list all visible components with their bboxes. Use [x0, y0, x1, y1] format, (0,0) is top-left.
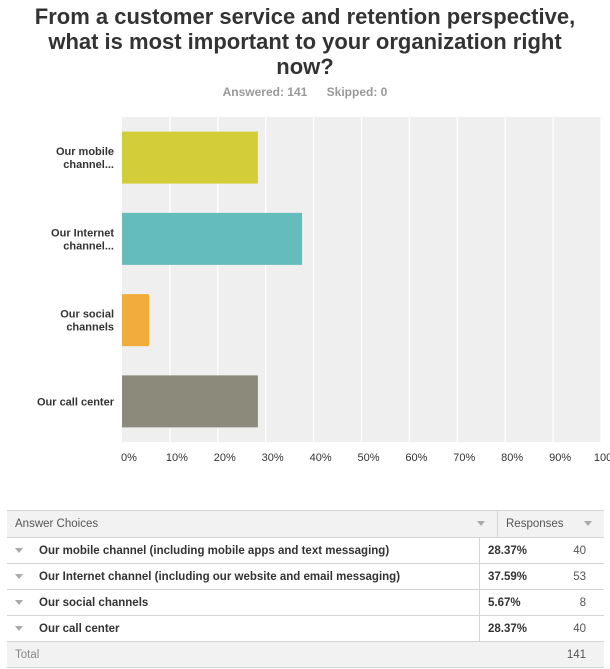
- answer-choice: Our call center: [7, 616, 479, 641]
- answer-choice-label: Our Internet channel (including our webs…: [39, 570, 401, 583]
- response-count: 40: [573, 544, 586, 557]
- x-tick-label: 100%: [594, 452, 610, 464]
- answer-choice: Our mobile channel (including mobile app…: [7, 538, 479, 563]
- category-label: Our mobile: [56, 146, 114, 158]
- x-tick-label: 30%: [262, 452, 284, 464]
- response-percent: 28.37%: [479, 538, 546, 563]
- sort-caret-icon[interactable]: [477, 521, 485, 526]
- response-percent: 37.59%: [479, 564, 546, 589]
- answer-choice-label: Our social channels: [39, 596, 149, 609]
- category-label: Our Internet: [51, 227, 114, 239]
- table-header: Answer Choices Responses: [7, 511, 604, 538]
- answered-count: Answered: 141: [222, 85, 308, 99]
- x-tick-label: 40%: [310, 452, 332, 464]
- response-count: 8: [579, 596, 586, 609]
- bar: [122, 375, 258, 428]
- total-label: Total: [15, 648, 40, 661]
- answer-choices-header[interactable]: Answer Choices: [7, 511, 497, 537]
- response-count: 40: [573, 622, 586, 635]
- answer-choice-label: Our mobile channel (including mobile app…: [39, 544, 390, 557]
- expand-caret-icon[interactable]: [15, 600, 23, 605]
- expand-caret-icon[interactable]: [15, 548, 23, 553]
- skipped-count: Skipped: 0: [326, 85, 388, 99]
- answer-choice-label: Our call center: [39, 622, 120, 635]
- x-tick-label: 80%: [501, 452, 523, 464]
- responses-table: Answer Choices Responses Our mobile chan…: [7, 510, 604, 668]
- category-label: Our social: [60, 309, 114, 321]
- x-tick-label: 50%: [357, 452, 379, 464]
- answer-choices-header-label: Answer Choices: [15, 518, 99, 530]
- x-tick-label: 70%: [453, 452, 475, 464]
- table-total-row: Total 141: [7, 642, 604, 668]
- x-tick-label: 60%: [405, 452, 427, 464]
- response-percent: 28.37%: [479, 616, 546, 641]
- x-tick-label: 10%: [166, 452, 188, 464]
- answer-choice: Our social channels: [7, 590, 479, 615]
- response-stats: Answered: 141 Skipped: 0: [0, 85, 610, 99]
- response-count: 53: [573, 570, 586, 583]
- table-row: Our Internet channel (including our webs…: [7, 564, 604, 590]
- expand-caret-icon[interactable]: [15, 626, 23, 631]
- sort-caret-icon[interactable]: [584, 521, 592, 526]
- bar: [122, 212, 303, 265]
- category-label: channel...: [63, 240, 114, 252]
- bar-chart: 0% 10% 20% 30% 40% 50% 60% 70% 80% 90% 100% Our mob…: [37, 117, 610, 464]
- expand-caret-icon[interactable]: [15, 574, 23, 579]
- bar: [122, 294, 150, 347]
- category-label: channels: [66, 322, 114, 334]
- table-row: Our call center 28.37% 40: [7, 616, 604, 642]
- response-percent: 5.67%: [479, 590, 546, 615]
- responses-header-label: Responses: [506, 518, 564, 530]
- bar: [122, 131, 258, 184]
- x-tick-label: 90%: [549, 452, 571, 464]
- table-row: Our social channels 5.67% 8: [7, 590, 604, 616]
- category-label: channel...: [63, 159, 114, 171]
- chart-title: From a customer service and retention pe…: [34, 4, 576, 79]
- responses-header[interactable]: Responses: [497, 511, 604, 537]
- answer-choice: Our Internet channel (including our webs…: [7, 564, 479, 589]
- category-label: Our call center: [37, 396, 115, 408]
- x-tick-label: 20%: [214, 452, 236, 464]
- x-tick-label: 0%: [121, 452, 137, 464]
- table-row: Our mobile channel (including mobile app…: [7, 538, 604, 564]
- total-count: 141: [566, 648, 586, 661]
